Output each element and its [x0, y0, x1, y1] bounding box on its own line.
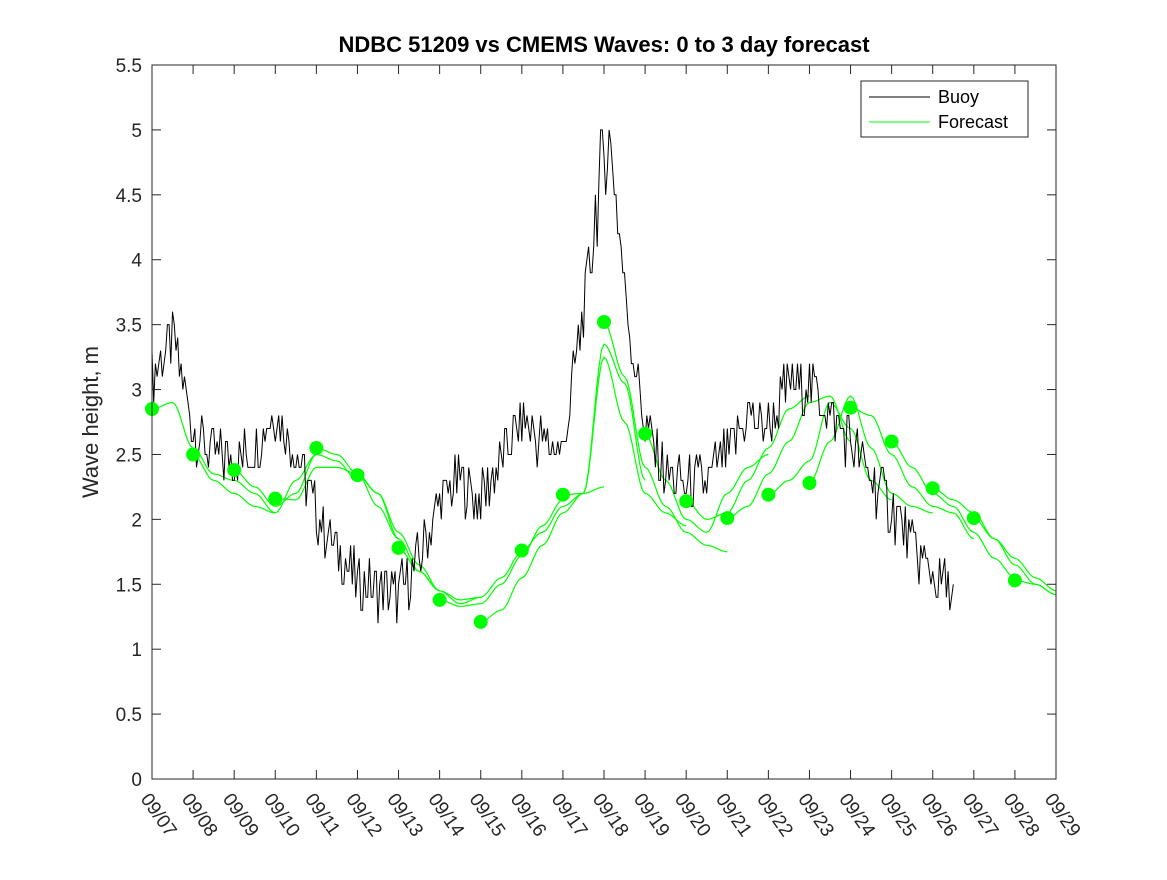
y-tick-label: 3	[131, 381, 142, 402]
y-tick-label: 5	[131, 121, 142, 142]
forecast-start-point	[884, 434, 899, 449]
y-tick-label: 2	[131, 510, 142, 531]
forecast-start-point	[514, 543, 529, 558]
forecast-run-line	[562, 356, 687, 527]
forecast-start-point	[597, 315, 611, 329]
series-layer	[145, 129, 1057, 629]
y-tick-label: 1	[131, 640, 142, 661]
forecast-start-point	[309, 441, 324, 455]
forecast-run-line	[603, 321, 728, 553]
buoy-line	[151, 129, 954, 624]
forecast-start-point	[555, 487, 570, 502]
forecast-run-line	[234, 453, 358, 508]
plot-area	[152, 65, 1056, 779]
y-tick-label: 0	[131, 770, 142, 791]
y-tick-label: 0.5	[116, 705, 142, 726]
forecast-run-line	[192, 453, 317, 514]
forecast-start-point	[268, 491, 283, 506]
y-tick-label: 1.5	[116, 575, 142, 596]
forecast-start-point	[802, 476, 817, 490]
forecast-run-line	[973, 517, 1057, 592]
forecast-start-point	[925, 481, 940, 496]
forecast-run-line	[727, 395, 851, 519]
forecast-run-line	[439, 499, 564, 607]
forecast-run-line	[809, 395, 933, 514]
y-tick-label: 4	[131, 251, 142, 272]
forecast-start-point	[720, 511, 735, 526]
y-tick-label: 2.5	[116, 445, 142, 466]
forecast-start-point	[843, 400, 858, 415]
forecast-run-line	[357, 474, 481, 601]
forecast-start-point	[966, 511, 981, 526]
forecast-start-point	[227, 463, 242, 477]
legend-forecast-label: Forecast	[938, 112, 1008, 132]
y-tick-label: 5.5	[116, 56, 142, 77]
forecast-run-line	[850, 407, 975, 540]
forecast-start-point	[391, 540, 406, 555]
legend-buoy-label: Buoy	[938, 87, 979, 107]
forecast-start-point	[638, 426, 653, 441]
chart-title: NDBC 51209 vs CMEMS Waves: 0 to 3 day fo…	[338, 32, 870, 57]
forecast-start-point	[350, 468, 365, 483]
forecast-run-line	[398, 547, 523, 605]
forecast-start-point	[1007, 573, 1022, 588]
forecast-start-point	[473, 614, 488, 629]
forecast-start-point	[432, 592, 447, 607]
forecast-start-point	[679, 494, 694, 509]
y-axis-label: Wave height, m	[78, 346, 103, 498]
y-tick-label: 4.5	[116, 186, 142, 207]
legend: Buoy Forecast	[860, 80, 1029, 138]
forecast-run-line	[891, 440, 1016, 579]
forecast-start-point	[186, 447, 201, 462]
forecast-run-line	[686, 395, 810, 521]
forecast-start-point	[761, 487, 776, 502]
forecast-run-line	[151, 401, 276, 514]
legend-box	[860, 80, 1029, 138]
y-tick-label: 3.5	[116, 316, 142, 337]
